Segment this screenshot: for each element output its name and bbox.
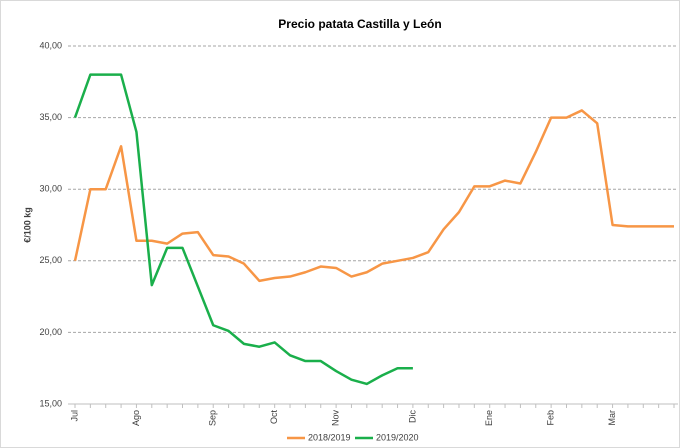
y-tick-label: 20,00	[39, 327, 62, 337]
y-tick-label: 25,00	[39, 255, 62, 265]
y-tick-label: 15,00	[39, 398, 62, 408]
legend-label: 2018/2019	[308, 432, 351, 442]
line-series	[73, 109, 674, 283]
x-tick-label: Dic	[407, 410, 417, 423]
x-tick-label: Mar	[607, 410, 617, 426]
y-axis-label: €/100 kg	[22, 207, 32, 243]
y-tick-label: 35,00	[39, 112, 62, 122]
x-tick-label: Jul	[69, 410, 79, 422]
y-tick-label: 30,00	[39, 184, 62, 194]
chart-title: Precio patata Castilla y León	[278, 17, 441, 31]
x-tick-label: Oct	[269, 410, 279, 425]
x-tick-label: Ago	[131, 410, 141, 426]
line-series	[73, 73, 413, 386]
x-tick-label: Nov	[330, 410, 340, 427]
x-tick-label: Sep	[208, 410, 218, 426]
x-tick-label: Ene	[484, 410, 494, 426]
legend-label: 2019/2020	[376, 432, 419, 442]
y-tick-label: 40,00	[39, 40, 62, 50]
x-tick-label: Feb	[546, 410, 556, 426]
